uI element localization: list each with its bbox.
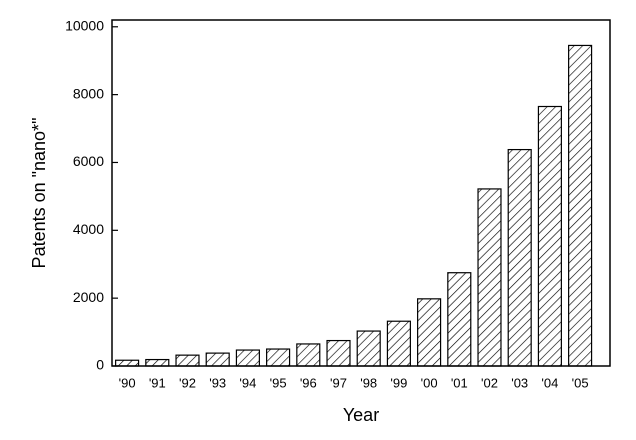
bar	[386, 320, 411, 367]
bar	[477, 188, 502, 367]
y-tick-label: 6000	[73, 153, 104, 169]
x-tick-label: '91	[149, 375, 166, 390]
y-tick-label: 4000	[73, 221, 104, 237]
bar	[235, 349, 260, 367]
bar	[356, 330, 381, 367]
x-axis-title: Year	[343, 405, 379, 425]
bar	[447, 272, 472, 367]
bar	[296, 343, 321, 367]
y-axis-title: Patents on "nano*"	[29, 118, 49, 269]
y-tick-label: 8000	[73, 85, 104, 101]
bar	[417, 298, 442, 367]
bar	[568, 44, 593, 367]
x-tick-label: '02	[481, 375, 498, 390]
y-tick-label: 0	[96, 357, 104, 373]
x-tick-label: '05	[572, 375, 589, 390]
x-tick-label: '97	[330, 375, 347, 390]
bar	[115, 359, 140, 367]
bar	[205, 352, 230, 367]
x-tick-label: '90	[119, 375, 136, 390]
x-tick-label: '95	[270, 375, 287, 390]
bar	[266, 348, 291, 367]
x-tick-label: '00	[421, 375, 438, 390]
bar	[145, 358, 170, 367]
bar	[537, 105, 562, 367]
y-tick-label: 10000	[65, 17, 104, 33]
x-tick-label: '98	[360, 375, 377, 390]
plot-frame	[111, 19, 611, 367]
bar	[326, 339, 351, 367]
x-tick-label: '94	[239, 375, 256, 390]
x-tick-label: '96	[300, 375, 317, 390]
x-tick-label: '93	[209, 375, 226, 390]
x-tick-label: '04	[541, 375, 558, 390]
bar	[507, 148, 532, 367]
y-tick-label: 2000	[73, 289, 104, 305]
x-tick-label: '99	[390, 375, 407, 390]
bar	[175, 354, 200, 367]
x-tick-label: '01	[451, 375, 468, 390]
x-tick-label: '03	[511, 375, 528, 390]
x-tick-label: '92	[179, 375, 196, 390]
